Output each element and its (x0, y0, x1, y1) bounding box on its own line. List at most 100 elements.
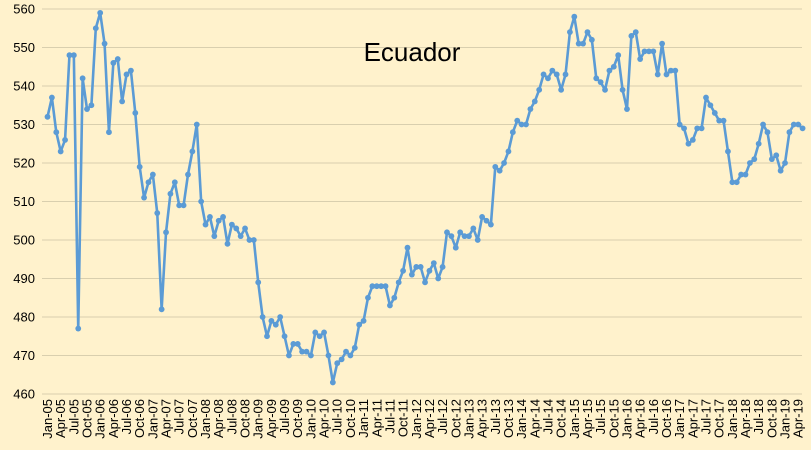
data-point (110, 60, 117, 66)
data-point (733, 179, 740, 186)
data-point (308, 352, 314, 359)
data-point (404, 244, 411, 251)
data-point (606, 67, 613, 74)
data-point (514, 117, 521, 124)
data-point (602, 86, 608, 93)
data-point (641, 48, 648, 55)
x-tick-label: Jul-05 (66, 399, 81, 434)
data-point (329, 379, 336, 386)
x-tick-label: Oct-15 (606, 399, 621, 438)
data-point (321, 329, 327, 336)
data-point (448, 233, 455, 240)
x-tick-label: Oct-18 (764, 399, 779, 438)
x-tick-label: Apr-07 (159, 399, 174, 438)
data-point (75, 325, 82, 332)
data-point (711, 110, 718, 116)
data-point (268, 317, 275, 324)
chart-title: Ecuador (364, 37, 461, 67)
data-point (198, 198, 205, 205)
y-tick-label: 480 (13, 310, 35, 325)
data-point (795, 121, 802, 128)
data-point (163, 229, 169, 236)
data-point (558, 86, 565, 93)
x-tick-label: Jul-17 (699, 399, 714, 434)
y-tick-label: 510 (13, 194, 35, 209)
data-point (119, 98, 126, 105)
data-point (637, 56, 644, 62)
x-tick-label: Apr-08 (211, 399, 226, 438)
data-point (760, 121, 766, 128)
data-point (215, 217, 222, 224)
data-point (518, 121, 525, 128)
data-point (158, 306, 165, 313)
x-tick-label: Jul-13 (488, 399, 503, 434)
data-point (496, 167, 503, 174)
x-tick-label: Apr-06 (106, 399, 121, 438)
data-point (211, 233, 218, 240)
series-ecuador (44, 9, 806, 386)
data-point (501, 160, 507, 166)
data-point (755, 140, 762, 147)
data-point (312, 329, 319, 336)
data-point (114, 56, 121, 62)
data-point (567, 29, 573, 35)
y-tick-label: 490 (13, 271, 35, 286)
x-axis-ticks: Jan-05Apr-05Jul-05Oct-05Jan-06Apr-06Jul-… (40, 399, 806, 439)
data-point (132, 110, 139, 116)
x-tick-label: Jan-15 (567, 399, 582, 439)
x-tick-label: Jul-10 (330, 399, 345, 434)
data-point (92, 25, 99, 32)
data-point (430, 260, 437, 266)
data-point (492, 163, 499, 170)
data-point (281, 333, 288, 340)
data-point (338, 356, 345, 363)
data-point (176, 202, 183, 209)
x-tick-label: Oct-06 (132, 399, 147, 438)
data-point (536, 86, 543, 93)
x-tick-label: Oct-09 (290, 399, 305, 438)
x-tick-label: Jul-09 (277, 399, 292, 434)
data-point (378, 283, 385, 290)
x-tick-label: Oct-05 (80, 399, 95, 438)
x-tick-label: Apr-17 (685, 399, 700, 438)
data-point (193, 121, 200, 128)
data-point (207, 214, 213, 220)
data-point (549, 67, 556, 74)
x-tick-label: Jan-09 (251, 399, 266, 439)
y-axis-ticks: 460 470 480 490 500 510 520 530 540 550 560 (13, 2, 35, 402)
data-point (422, 279, 428, 286)
data-point (417, 264, 424, 270)
data-point (483, 217, 490, 224)
x-tick-label: Oct-11 (396, 399, 411, 437)
data-point (325, 352, 332, 359)
data-point (88, 102, 95, 109)
data-point (233, 225, 240, 232)
data-point (588, 36, 595, 43)
data-point (360, 317, 367, 324)
data-point (316, 333, 323, 340)
data-point (799, 125, 806, 132)
data-point (246, 237, 253, 243)
x-tick-label: Oct-13 (501, 399, 516, 438)
x-tick-label: Jan-17 (672, 399, 687, 439)
x-tick-label: Apr-15 (580, 399, 595, 438)
data-point (408, 271, 415, 278)
data-point (474, 237, 481, 243)
data-point (619, 86, 626, 93)
data-point (347, 352, 354, 359)
data-point (255, 279, 262, 286)
data-point (610, 63, 617, 70)
data-point (387, 302, 393, 309)
data-point (224, 240, 231, 247)
series-line (46, 11, 804, 384)
data-point (84, 106, 90, 112)
data-point (228, 221, 235, 228)
x-tick-label: Jul-11 (382, 399, 397, 433)
data-point (650, 48, 657, 55)
data-point (676, 121, 683, 128)
x-tick-label: Apr-05 (53, 399, 68, 438)
x-tick-label: Oct-16 (659, 399, 674, 438)
x-tick-label: Jan-14 (514, 399, 529, 439)
data-point (97, 9, 104, 16)
x-tick-label: Jul-15 (593, 399, 608, 434)
